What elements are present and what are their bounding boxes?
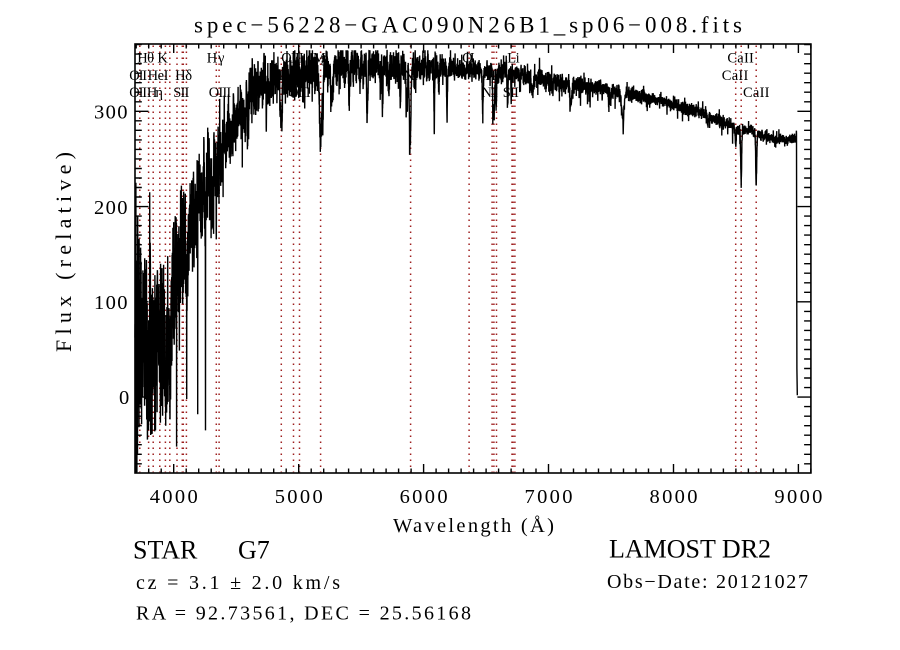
svg-text:CaII: CaII xyxy=(727,50,754,66)
svg-text:OI: OI xyxy=(462,50,475,66)
svg-text:CaII: CaII xyxy=(743,85,770,101)
svg-text:K: K xyxy=(157,50,168,66)
svg-text:Hγ: Hγ xyxy=(207,50,225,66)
svg-text:Li: Li xyxy=(507,50,520,66)
svg-text:Obs−Date: 20121027: Obs−Date: 20121027 xyxy=(607,571,808,593)
svg-text:LAMOST DR2: LAMOST DR2 xyxy=(609,535,771,564)
svg-text:OIII: OIII xyxy=(209,85,232,101)
svg-text:spec−56228−GAC090N26B1_sp06−00: spec−56228−GAC090N26B1_sp06−008.fits xyxy=(194,13,742,38)
svg-text:OII: OII xyxy=(129,85,147,101)
svg-text:Hδ: Hδ xyxy=(175,68,192,84)
svg-text:SII: SII xyxy=(173,85,189,101)
svg-text:Hα: Hα xyxy=(485,68,502,84)
svg-text:NII: NII xyxy=(481,85,498,101)
svg-text:Flux (relative): Flux (relative) xyxy=(51,152,76,352)
svg-text:HeI: HeI xyxy=(148,68,169,84)
svg-text:Hθ: Hθ xyxy=(137,50,154,66)
svg-text:Hβ: Hβ xyxy=(273,68,290,84)
svg-text:Mg: Mg xyxy=(313,50,328,66)
svg-text:100: 100 xyxy=(94,292,128,314)
svg-text:G7: G7 xyxy=(238,536,270,565)
svg-text:SII: SII xyxy=(503,85,519,101)
svg-text:Wavelength (Å): Wavelength (Å) xyxy=(393,515,554,537)
svg-text:OII: OII xyxy=(129,68,147,84)
svg-text:RA = 92.73561, DEC = 25.5616: RA = 92.73561, DEC = 25.56168 xyxy=(136,603,471,625)
svg-text:0: 0 xyxy=(119,387,129,409)
svg-text:Na: Na xyxy=(404,68,419,84)
svg-text:200: 200 xyxy=(94,197,128,219)
svg-text:STAR: STAR xyxy=(133,536,198,565)
svg-text:OIII: OIII xyxy=(281,50,304,66)
svg-text:CaII: CaII xyxy=(722,68,749,84)
svg-text:cz = 3.1 ± 2.0 km/s: cz = 3.1 ± 2.0 km/s xyxy=(136,572,340,594)
svg-text:OIII: OIII xyxy=(288,85,311,101)
svg-text:300: 300 xyxy=(94,101,128,123)
svg-text:Hη: Hη xyxy=(147,85,163,101)
